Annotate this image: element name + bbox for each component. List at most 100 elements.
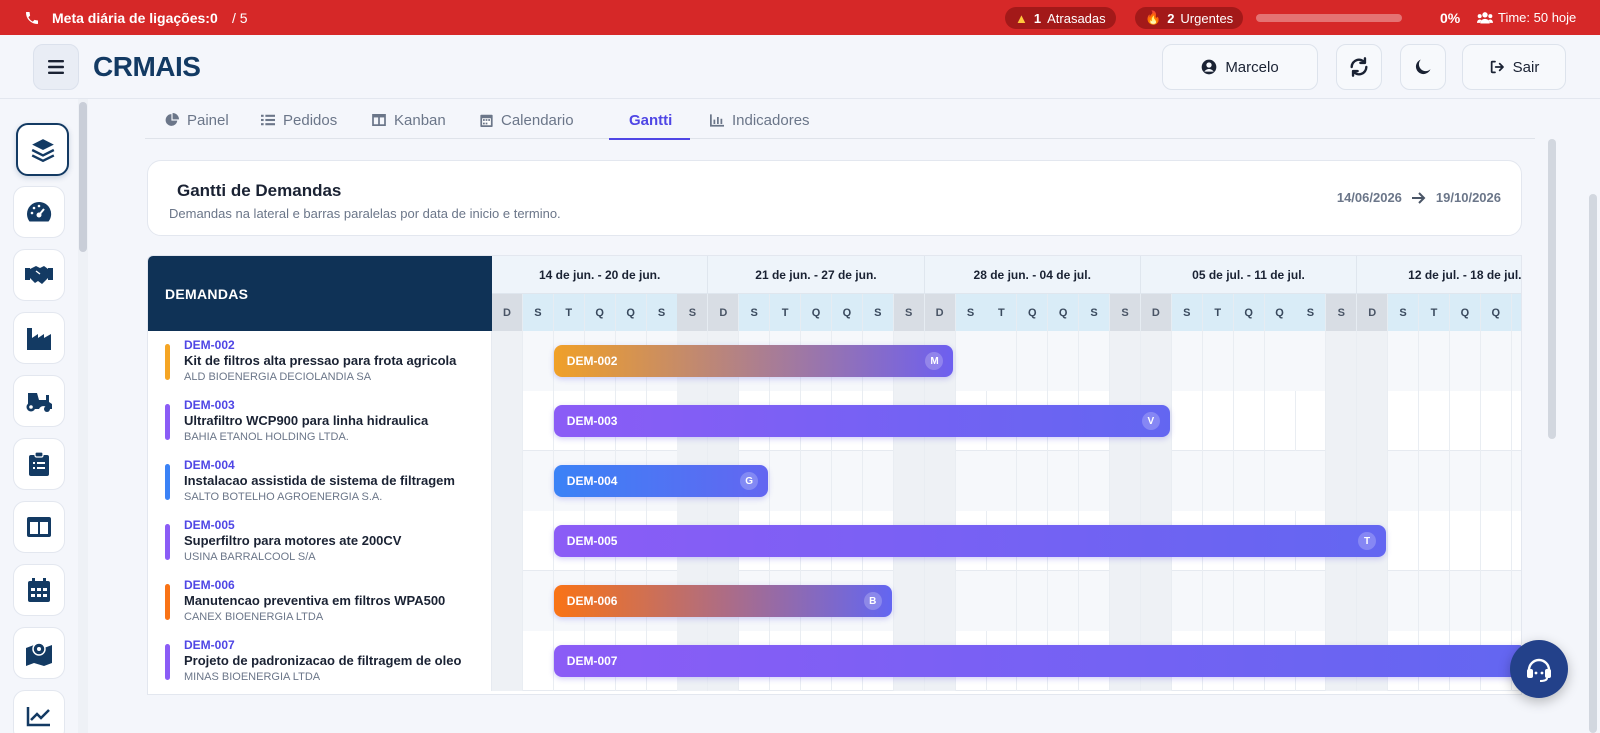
menu-button[interactable] <box>33 44 79 90</box>
priority-strip <box>165 464 170 500</box>
demand-info[interactable]: DEM-005 Superfiltro para motores ate 200C… <box>148 511 492 571</box>
priority-strip <box>165 344 170 380</box>
sidebar-scrollbar[interactable] <box>78 99 88 733</box>
theme-toggle-button[interactable] <box>1400 44 1446 90</box>
sidebar-scrollbar-thumb[interactable] <box>79 102 87 252</box>
tractor-icon <box>26 393 52 412</box>
day-cell <box>831 451 863 511</box>
dashboard-icon <box>27 201 52 222</box>
day-cell <box>1481 511 1512 571</box>
demand-info[interactable]: DEM-006 Manutencao preventiva em filtros … <box>148 571 492 631</box>
page-scrollbar-thumb[interactable] <box>1589 194 1597 733</box>
days-header: DSTQQSSDSTQQSSDSTQQSSDSTQQSSDSTQQS <box>492 294 1521 331</box>
tab-indicadores[interactable]: Indicadores <box>710 101 810 139</box>
demand-info[interactable]: DEM-003 Ultrafiltro WCP900 para linha hid… <box>148 391 492 451</box>
demand-name: Manutencao preventiva em filtros WPA500 <box>184 593 446 608</box>
demand-name: Kit de filtros alta pressao para frota a… <box>184 353 457 368</box>
day-cell <box>1202 451 1234 511</box>
day-cell <box>1481 391 1512 451</box>
urgent-label: Urgentes <box>1180 10 1234 26</box>
late-label: Atrasadas <box>1047 10 1106 26</box>
tab-label: Pedidos <box>283 111 338 129</box>
tab-label: Calendario <box>501 111 574 129</box>
day-cell <box>1480 571 1512 631</box>
sidebar-item-calendar[interactable] <box>13 564 65 616</box>
tab-calendario[interactable]: Calendario <box>480 101 574 139</box>
user-circle-icon <box>1201 59 1217 75</box>
tab-painel[interactable]: Painel <box>165 101 229 139</box>
day-header: Q <box>615 294 647 331</box>
gantt-scrollbar-thumb[interactable] <box>1548 139 1556 439</box>
day-header: S <box>1326 294 1358 331</box>
sidebar-item-map[interactable] <box>13 627 65 679</box>
columns-icon <box>372 114 386 126</box>
page-scrollbar[interactable] <box>1586 99 1600 733</box>
timeline-track: DEM-005 T <box>492 511 1521 571</box>
day-cell <box>1357 451 1389 511</box>
sidebar-item-layers[interactable] <box>16 123 69 176</box>
sidebar-item-tasks[interactable] <box>13 438 65 490</box>
refresh-button[interactable] <box>1336 44 1382 90</box>
gantt-chart: DEMANDAS 14 de jun. - 20 de jun. 21 de ju… <box>147 255 1522 695</box>
date-end: 19/10/2026 <box>1435 190 1501 205</box>
day-cell <box>986 451 1018 511</box>
demand-bar[interactable]: DEM-004 G <box>553 465 769 497</box>
day-header: Q <box>1017 294 1049 331</box>
sidebar-item-reports[interactable] <box>13 690 65 733</box>
support-chat-button[interactable] <box>1510 640 1568 698</box>
gantt-row[interactable]: DEM-004 Instalacao assistida de sistema d… <box>148 451 1521 511</box>
day-header: S <box>893 294 925 331</box>
week-header: 28 de jun. - 04 de jul. <box>925 256 1141 294</box>
tab-pedidos[interactable]: Pedidos <box>261 101 337 139</box>
day-cell <box>1048 451 1080 511</box>
day-cell <box>1449 331 1481 391</box>
gantt-row[interactable]: DEM-003 Ultrafiltro WCP900 para linha hid… <box>148 391 1521 451</box>
demand-bar[interactable]: DEM-005 T <box>553 525 1387 557</box>
tab-kanban[interactable]: Kanban <box>372 101 446 139</box>
gantt-row[interactable]: DEM-005 Superfiltro para motores ate 200C… <box>148 511 1521 571</box>
urgent-badge[interactable]: 🔥 2 Urgentes <box>1135 7 1244 29</box>
day-cell <box>1480 451 1512 511</box>
gantt-scrollbar[interactable] <box>1547 139 1557 733</box>
demand-info[interactable]: DEM-007 Projeto de padronizacao de filtra… <box>148 631 492 691</box>
tab-gantti[interactable]: Gantti <box>609 101 691 140</box>
late-badge[interactable]: ▲ 1 Atrasadas <box>1005 7 1116 29</box>
handshake-icon <box>25 266 53 284</box>
logout-button[interactable]: Sair <box>1462 44 1566 90</box>
day-cell <box>1449 451 1481 511</box>
assignee-badge: M <box>925 352 944 370</box>
sidebar-item-dashboard[interactable] <box>13 186 65 238</box>
sidebar-item-tractor[interactable] <box>13 375 65 427</box>
map-icon <box>26 642 52 666</box>
day-cell <box>1419 451 1450 511</box>
demand-bar[interactable]: DEM-007 <box>553 645 1521 677</box>
demand-bar[interactable]: DEM-002 M <box>553 345 954 377</box>
day-cell <box>1233 451 1265 511</box>
gantt-row[interactable]: DEM-006 Manutencao preventiva em filtros … <box>148 571 1521 631</box>
goal-total: / 5 <box>232 10 248 26</box>
demand-info[interactable]: DEM-004 Instalacao assistida de sistema d… <box>148 451 492 511</box>
phone-icon <box>26 12 38 24</box>
sidebar-item-deals[interactable] <box>13 249 65 301</box>
view-tabs: Painel Pedidos Kanban Calendario Gantti … <box>145 101 1535 140</box>
sidebar-item-factory[interactable] <box>13 312 65 364</box>
gantt-row[interactable]: DEM-002 Kit de filtros alta pressao para … <box>148 331 1521 391</box>
day-header: S <box>1295 294 1327 331</box>
day-cell <box>1295 391 1327 451</box>
sidebar-item-kanban[interactable] <box>13 501 65 553</box>
demand-bar[interactable]: DEM-006 B <box>553 585 892 617</box>
day-cell <box>862 451 894 511</box>
day-cell <box>1140 331 1172 391</box>
day-cell <box>1295 331 1327 391</box>
gantt-row[interactable]: DEM-007 Projeto de padronizacao de filtra… <box>148 631 1521 691</box>
day-cell <box>522 571 554 631</box>
timeline-track: DEM-006 B <box>492 571 1521 631</box>
demand-info[interactable]: DEM-002 Kit de filtros alta pressao para … <box>148 331 492 391</box>
day-header: T <box>1419 294 1450 331</box>
priority-strip <box>165 524 170 560</box>
daily-goal-bar: Meta diária de ligações: 0 / 5 ▲ 1 Atras… <box>0 0 1600 35</box>
demand-bar[interactable]: DEM-003 V <box>553 405 1170 437</box>
day-cell <box>1234 391 1265 451</box>
urgent-count: 2 <box>1167 10 1175 26</box>
user-button[interactable]: Marcelo <box>1162 44 1318 90</box>
